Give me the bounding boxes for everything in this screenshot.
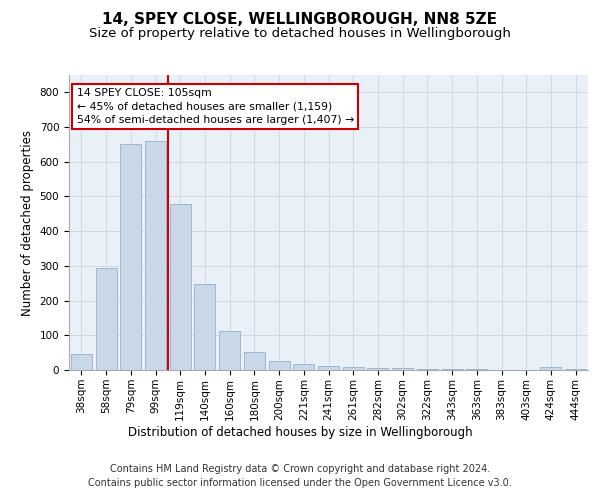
Text: Contains HM Land Registry data © Crown copyright and database right 2024.
Contai: Contains HM Land Registry data © Crown c…: [88, 464, 512, 487]
Text: Size of property relative to detached houses in Wellingborough: Size of property relative to detached ho…: [89, 28, 511, 40]
Y-axis label: Number of detached properties: Number of detached properties: [21, 130, 34, 316]
Bar: [170, 204, 191, 370]
Bar: [367, 368, 388, 370]
Text: 14 SPEY CLOSE: 105sqm
← 45% of detached houses are smaller (1,159)
54% of semi-d: 14 SPEY CLOSE: 105sqm ← 45% of detached …: [77, 88, 354, 124]
Bar: [219, 331, 240, 370]
Bar: [194, 284, 215, 370]
Bar: [120, 144, 141, 370]
Text: 14, SPEY CLOSE, WELLINGBOROUGH, NN8 5ZE: 14, SPEY CLOSE, WELLINGBOROUGH, NN8 5ZE: [103, 12, 497, 28]
Bar: [71, 354, 92, 370]
Bar: [318, 366, 339, 370]
Bar: [244, 352, 265, 370]
Bar: [541, 367, 562, 370]
Text: Distribution of detached houses by size in Wellingborough: Distribution of detached houses by size …: [128, 426, 472, 439]
Bar: [145, 141, 166, 370]
Bar: [442, 369, 463, 370]
Bar: [343, 366, 364, 370]
Bar: [269, 360, 290, 370]
Bar: [293, 364, 314, 370]
Bar: [392, 368, 413, 370]
Bar: [417, 368, 438, 370]
Bar: [95, 268, 116, 370]
